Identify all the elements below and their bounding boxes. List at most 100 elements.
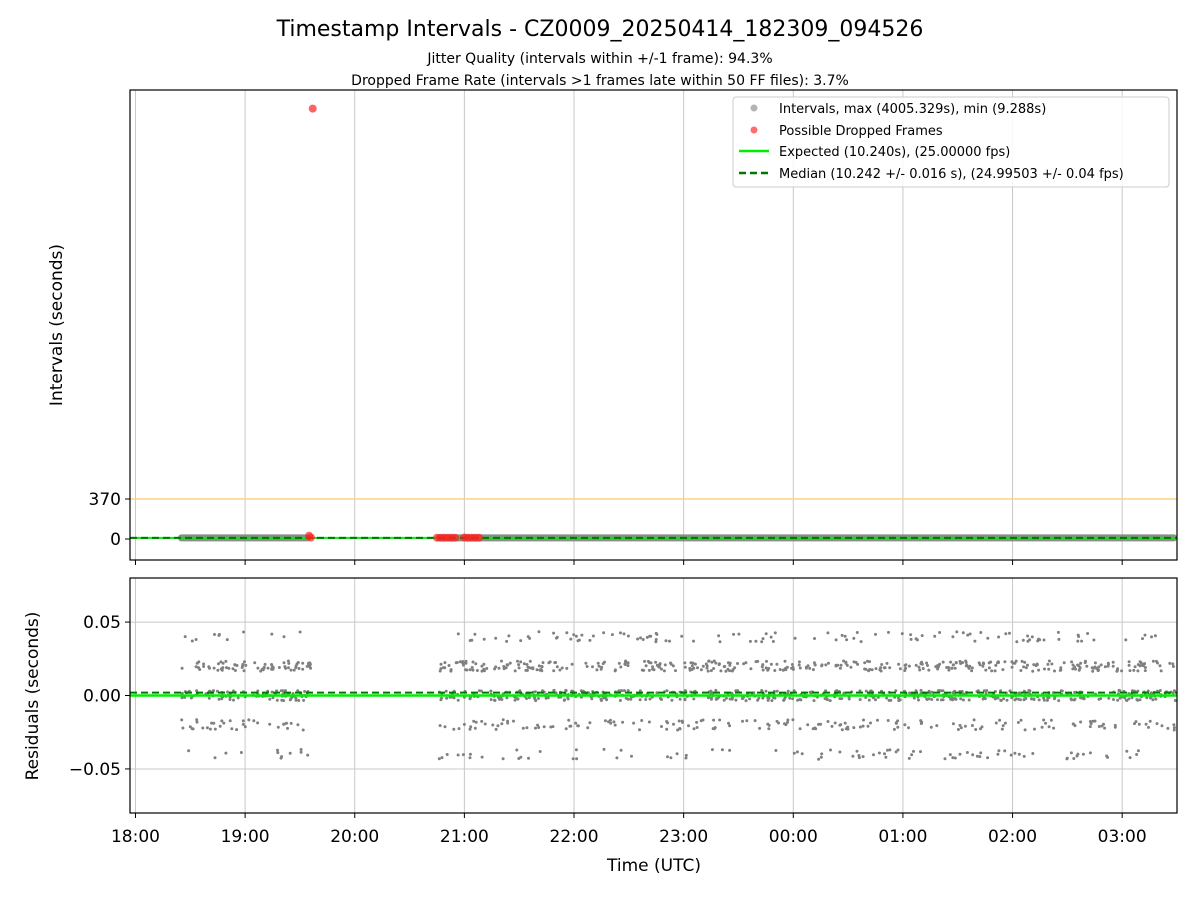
residual-point <box>1032 663 1036 667</box>
residual-point <box>965 751 969 754</box>
residual-point <box>921 667 925 670</box>
residual-point <box>1125 699 1129 702</box>
residual-point <box>232 698 235 702</box>
residual-point <box>961 631 965 635</box>
residual-point <box>874 698 877 702</box>
residual-point <box>753 719 757 723</box>
residual-point <box>309 666 313 670</box>
residual-point <box>744 699 748 703</box>
residual-point <box>658 663 662 667</box>
residual-point <box>464 661 468 665</box>
residual-point <box>564 727 568 731</box>
residual-point <box>867 669 871 673</box>
residual-point <box>648 697 652 701</box>
residual-point <box>647 668 651 672</box>
residual-point <box>670 698 674 702</box>
residual-point <box>1076 663 1080 667</box>
residual-point <box>1158 689 1162 692</box>
residual-point <box>1046 662 1050 666</box>
residual-point <box>212 689 215 693</box>
residual-point <box>282 722 286 726</box>
residual-point <box>1141 664 1145 668</box>
residual-point <box>231 667 235 671</box>
residual-point <box>917 665 921 669</box>
residual-point <box>615 756 619 760</box>
residual-point <box>288 751 292 755</box>
residual-point <box>468 668 472 672</box>
residual-point <box>558 668 562 672</box>
residual-point <box>786 689 790 693</box>
dropped-frame-point <box>475 533 483 542</box>
residual-point <box>718 640 722 644</box>
legend-box <box>732 96 1170 188</box>
residual-point <box>852 726 856 730</box>
residual-point <box>308 661 312 665</box>
residual-point <box>874 632 877 636</box>
residual-point <box>276 751 280 755</box>
residual-point <box>871 696 875 700</box>
residual-point <box>968 664 972 668</box>
residual-point <box>536 723 540 727</box>
residual-point <box>1091 669 1095 673</box>
residual-point <box>1089 722 1093 726</box>
residual-point <box>764 666 768 670</box>
residual-point <box>903 663 907 667</box>
residual-point <box>1130 696 1134 700</box>
residual-point <box>228 719 232 723</box>
residual-point <box>1031 752 1035 755</box>
residual-point <box>588 721 592 725</box>
residual-point <box>1116 698 1120 702</box>
residual-point <box>452 696 456 700</box>
residual-point <box>230 727 234 731</box>
residual-point <box>644 698 648 701</box>
residual-point <box>908 691 912 695</box>
residual-point <box>187 749 191 753</box>
residual-point <box>888 748 892 752</box>
residual-point <box>1088 725 1092 729</box>
residual-point <box>1135 753 1139 756</box>
residual-point <box>500 722 504 726</box>
residual-point <box>571 757 575 761</box>
residual-point <box>462 663 465 667</box>
residual-point <box>596 661 600 665</box>
residual-point <box>301 728 305 732</box>
residual-point <box>569 637 573 641</box>
residual-point <box>289 668 293 672</box>
residual-point <box>695 726 699 729</box>
residual-point <box>1037 668 1041 672</box>
residual-point <box>438 724 442 728</box>
residual-point <box>570 662 574 666</box>
residual-point <box>642 668 646 672</box>
residual-point <box>1003 749 1007 753</box>
residual-point <box>216 668 220 672</box>
residual-point <box>1047 659 1051 663</box>
residual-point <box>838 697 842 701</box>
residual-point <box>952 697 956 701</box>
residual-point <box>1033 727 1036 731</box>
residual-point <box>525 663 529 666</box>
residual-point <box>613 723 617 727</box>
residual-point <box>527 756 530 760</box>
residual-point <box>588 638 592 642</box>
residual-point <box>574 634 578 638</box>
residual-point <box>1052 726 1056 730</box>
residual-point <box>195 720 199 724</box>
residual-point <box>534 699 538 703</box>
residual-point <box>927 697 931 701</box>
residual-point <box>1059 668 1063 672</box>
residual-point <box>941 689 945 693</box>
residual-point <box>1005 698 1009 702</box>
residual-point <box>461 753 465 757</box>
residual-point <box>1080 639 1084 643</box>
residual-point <box>515 748 519 752</box>
residual-point <box>730 691 734 695</box>
residual-point <box>826 698 829 702</box>
residual-point <box>719 669 723 673</box>
residual-point <box>1026 639 1030 643</box>
residual-point <box>918 668 922 672</box>
residual-point <box>296 723 300 727</box>
residual-point <box>572 633 576 637</box>
residual-point <box>1103 726 1107 730</box>
residual-point <box>181 726 185 730</box>
residual-point <box>202 662 206 666</box>
